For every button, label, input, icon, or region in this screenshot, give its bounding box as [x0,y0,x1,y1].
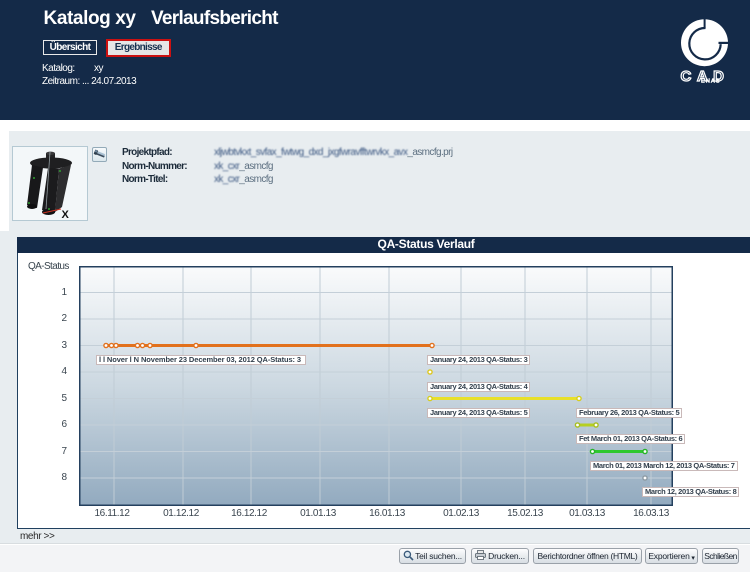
svg-text:ENAS: ENAS [701,79,721,85]
svg-text:X: X [62,209,70,220]
svg-text:CAD: CAD [681,68,730,85]
